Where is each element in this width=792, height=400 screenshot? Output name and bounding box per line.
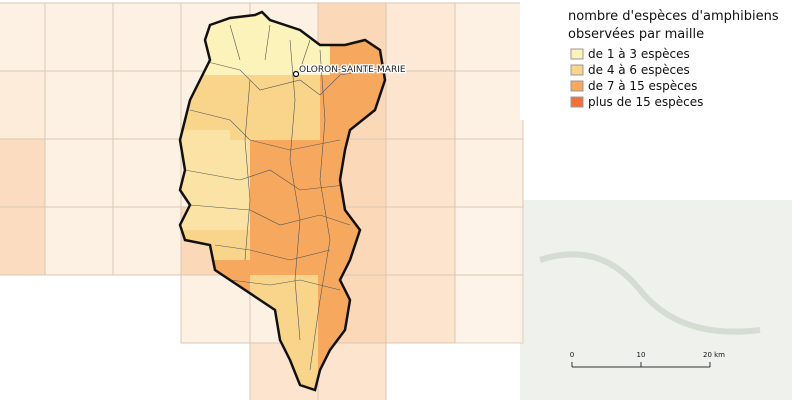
terrain	[520, 200, 792, 400]
scale-label: 0	[570, 351, 574, 359]
legend-item: de 7 à 15 espèces	[588, 79, 697, 93]
legend-item: de 4 à 6 espèces	[588, 63, 690, 77]
city-label: OLORON-SAINTE-MARIE	[299, 65, 406, 75]
legend-title: nombre d'espèces d'amphibiens	[568, 9, 779, 24]
scale-label: 20 km	[703, 351, 725, 359]
city-marker	[292, 70, 300, 78]
legend-swatch	[570, 96, 584, 108]
scale-label: 10	[637, 351, 646, 359]
legend-background	[520, 0, 792, 120]
department-outline	[178, 10, 387, 392]
legend-title: observées par maille	[568, 27, 704, 42]
legend-item: plus de 15 espèces	[588, 95, 703, 109]
legend-swatch	[570, 48, 584, 60]
legend-item: de 1 à 3 espèces	[588, 47, 690, 61]
scale-bar	[571, 362, 711, 368]
terrain-relief	[539, 251, 761, 335]
legend-swatch	[570, 64, 584, 76]
legend-swatch	[570, 80, 584, 92]
